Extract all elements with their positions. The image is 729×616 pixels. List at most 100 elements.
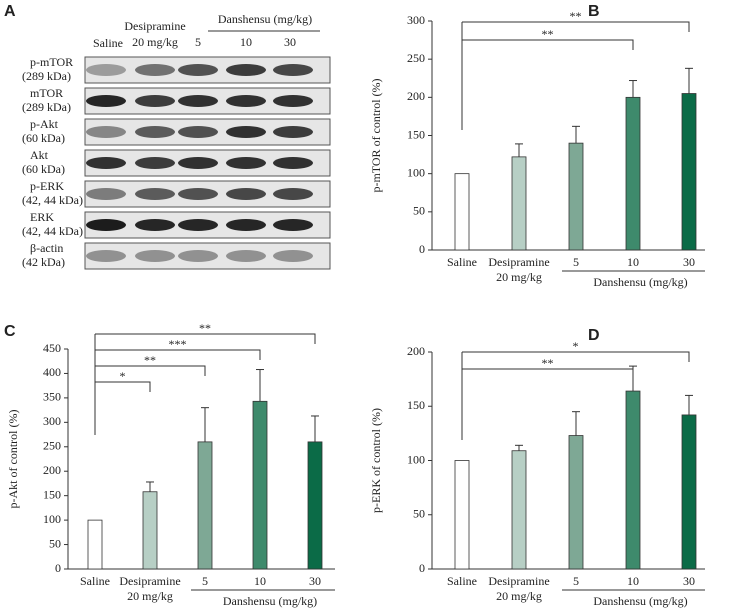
x-tick-sublabel: 20 mg/kg <box>496 589 542 603</box>
x-tick-label: Desipramine <box>488 574 549 588</box>
y-axis-label: p-mTOR of control (%) <box>369 78 383 192</box>
blot-band <box>178 126 218 138</box>
y-axis-label: p-ERK of control (%) <box>369 408 383 513</box>
significance-bracket <box>462 351 690 362</box>
x-tick-label: 30 <box>683 574 695 588</box>
significance-bracket <box>462 39 634 50</box>
blot-band <box>273 64 313 76</box>
blot-band <box>178 157 218 169</box>
significance-bracket <box>95 333 316 344</box>
y-axis-label: p-Akt of control (%) <box>6 410 20 509</box>
x-tick-label: 5 <box>202 574 208 588</box>
bar <box>681 93 697 251</box>
blot-band <box>86 250 126 262</box>
row-label: Akt <box>30 148 49 162</box>
blot-band <box>273 188 313 200</box>
y-tick-label: 350 <box>43 390 61 404</box>
bar <box>511 450 527 570</box>
bar <box>454 460 470 570</box>
significance-bracket <box>95 381 151 392</box>
y-tick-label: 200 <box>43 463 61 477</box>
row-label: (60 kDa) <box>22 131 65 145</box>
blot-band <box>86 219 126 231</box>
blot-band <box>178 219 218 231</box>
y-tick-label: 150 <box>43 487 61 501</box>
y-tick-label: 250 <box>407 51 425 65</box>
significance-bracket <box>95 349 261 360</box>
blot-band <box>226 95 266 107</box>
bar <box>625 96 641 251</box>
bar <box>87 519 103 570</box>
bar <box>625 390 641 570</box>
blot-band <box>226 64 266 76</box>
x-tick-label: Saline <box>447 255 477 269</box>
x-tick-label: 30 <box>309 574 321 588</box>
blot-band <box>135 64 175 76</box>
blot-band <box>178 188 218 200</box>
x-tick-sublabel: 20 mg/kg <box>127 589 173 603</box>
row-label: (42 kDa) <box>22 255 65 269</box>
lane-label: 10 <box>240 35 252 49</box>
significance-label: ** <box>144 353 156 367</box>
blot-band <box>86 188 126 200</box>
x-tick-label: 10 <box>627 574 639 588</box>
blot-band <box>86 157 126 169</box>
y-tick-label: 300 <box>43 414 61 428</box>
blot-band <box>226 250 266 262</box>
blot-band <box>273 126 313 138</box>
significance-label: * <box>573 339 579 353</box>
blot-band <box>178 95 218 107</box>
blot-strip <box>84 242 331 270</box>
lane-label: 20 mg/kg <box>132 35 178 49</box>
bar <box>197 441 213 570</box>
significance-bracket <box>462 21 690 32</box>
blot-band <box>135 157 175 169</box>
bar <box>307 441 323 570</box>
blot-band <box>226 157 266 169</box>
x-tick-label: 5 <box>573 574 579 588</box>
group-label: Danshensu (mg/kg) <box>593 275 687 289</box>
significance-label: ** <box>199 321 211 335</box>
blot-band <box>135 219 175 231</box>
blot-band <box>86 126 126 138</box>
y-tick-label: 0 <box>419 561 425 575</box>
group-label: Danshensu (mg/kg) <box>223 594 317 608</box>
row-label: (42, 44 kDa) <box>22 224 83 238</box>
blot-band <box>273 250 313 262</box>
row-label: (42, 44 kDa) <box>22 193 83 207</box>
x-tick-sublabel: 20 mg/kg <box>496 270 542 284</box>
significance-label: ** <box>570 9 582 23</box>
blot-band <box>135 95 175 107</box>
y-tick-label: 0 <box>419 242 425 256</box>
y-tick-label: 450 <box>43 341 61 355</box>
y-tick-label: 100 <box>43 512 61 526</box>
x-tick-label: Desipramine <box>488 255 549 269</box>
significance-bracket <box>95 365 206 376</box>
y-tick-label: 0 <box>55 561 61 575</box>
x-tick-label: 10 <box>627 255 639 269</box>
significance-label: * <box>120 369 126 383</box>
significance-bracket <box>462 368 634 379</box>
bar <box>681 414 697 570</box>
bar <box>454 173 470 251</box>
blot-band <box>135 188 175 200</box>
x-tick-label: 30 <box>683 255 695 269</box>
blot-band <box>226 188 266 200</box>
x-tick-label: 5 <box>573 255 579 269</box>
row-label: β-actin <box>30 241 63 255</box>
row-label: p-ERK <box>30 179 64 193</box>
y-tick-label: 50 <box>413 507 425 521</box>
panel-letter: D <box>588 327 600 344</box>
row-label: p-mTOR <box>30 55 73 69</box>
bar <box>252 400 268 570</box>
row-label: (60 kDa) <box>22 162 65 176</box>
row-label: p-Akt <box>30 117 59 131</box>
significance-label: ** <box>542 27 554 41</box>
y-tick-label: 250 <box>43 439 61 453</box>
lane-label: 5 <box>195 35 201 49</box>
y-tick-label: 100 <box>407 165 425 179</box>
y-tick-label: 50 <box>413 204 425 218</box>
blot-band <box>135 250 175 262</box>
lane-label: Danshensu (mg/kg) <box>218 12 312 26</box>
